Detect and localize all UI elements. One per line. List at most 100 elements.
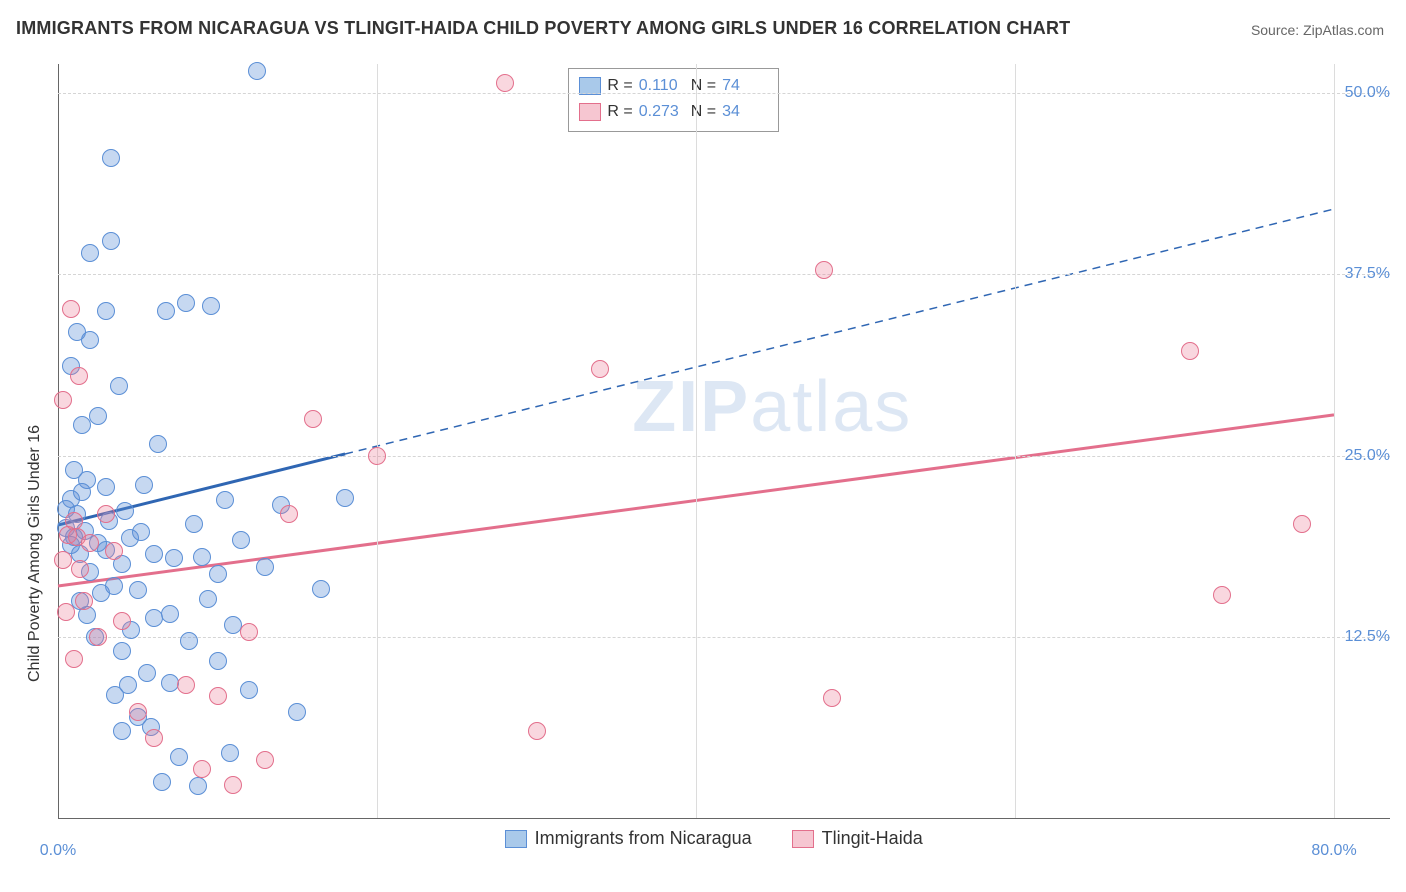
chart-title: IMMIGRANTS FROM NICARAGUA VS TLINGIT-HAI… (16, 18, 1070, 39)
scatter-point (78, 471, 96, 489)
scatter-point (54, 551, 72, 569)
scatter-point (62, 300, 80, 318)
scatter-point (102, 232, 120, 250)
y-tick-label: 50.0% (1345, 84, 1390, 102)
x-gridline (696, 64, 697, 818)
scatter-point (71, 560, 89, 578)
scatter-point (336, 489, 354, 507)
scatter-point (304, 410, 322, 428)
scatter-point (113, 612, 131, 630)
legend-n-label: N = (691, 103, 716, 121)
scatter-point (119, 676, 137, 694)
scatter-point (1293, 515, 1311, 533)
chart-area: Child Poverty Among Girls Under 16 ZIPat… (50, 56, 1390, 856)
scatter-point (177, 676, 195, 694)
scatter-point (135, 476, 153, 494)
scatter-point (221, 744, 239, 762)
scatter-point (1181, 342, 1199, 360)
scatter-point (209, 652, 227, 670)
scatter-point (209, 565, 227, 583)
legend-swatch (792, 830, 814, 848)
scatter-point (312, 580, 330, 598)
legend-r-label: R = (607, 103, 632, 121)
scatter-point (145, 729, 163, 747)
scatter-point (591, 360, 609, 378)
y-axis-line (58, 64, 59, 818)
y-tick-label: 12.5% (1345, 628, 1390, 646)
scatter-point (57, 603, 75, 621)
gridline (58, 274, 1390, 275)
scatter-point (288, 703, 306, 721)
scatter-point (528, 722, 546, 740)
legend-series-label: Tlingit-Haida (822, 828, 923, 849)
x-tick-label: 0.0% (40, 842, 76, 860)
scatter-point (54, 391, 72, 409)
scatter-point (81, 534, 99, 552)
scatter-point (116, 502, 134, 520)
scatter-point (97, 505, 115, 523)
legend-series: Immigrants from Nicaragua Tlingit-Haida (505, 828, 923, 849)
scatter-point (256, 751, 274, 769)
scatter-point (189, 777, 207, 795)
scatter-point (199, 590, 217, 608)
scatter-point (256, 558, 274, 576)
scatter-point (81, 244, 99, 262)
scatter-point (224, 776, 242, 794)
scatter-point (113, 722, 131, 740)
gridline (58, 456, 1390, 457)
scatter-point (129, 581, 147, 599)
scatter-point (232, 531, 250, 549)
gridline (58, 93, 1390, 94)
trend-line-dashed (345, 209, 1334, 454)
scatter-point (823, 689, 841, 707)
scatter-point (193, 760, 211, 778)
scatter-point (132, 523, 150, 541)
scatter-point (113, 642, 131, 660)
scatter-point (149, 435, 167, 453)
scatter-point (368, 447, 386, 465)
y-tick-label: 37.5% (1345, 265, 1390, 283)
watermark: ZIPatlas (632, 366, 912, 448)
scatter-point (70, 367, 88, 385)
scatter-point (102, 149, 120, 167)
scatter-point (105, 542, 123, 560)
scatter-point (815, 261, 833, 279)
scatter-point (75, 592, 93, 610)
scatter-point (97, 478, 115, 496)
scatter-point (1213, 586, 1231, 604)
legend-correlation-row: R = 0.273 N = 34 (579, 99, 768, 125)
source-label: Source: (1251, 22, 1303, 38)
x-gridline (1015, 64, 1016, 818)
scatter-point (185, 515, 203, 533)
scatter-point (105, 577, 123, 595)
scatter-point (496, 74, 514, 92)
x-axis-line (58, 818, 1390, 819)
legend-correlation-box: R =0.110N =74 R = 0.273 N = 34 (568, 68, 779, 132)
x-gridline (1334, 64, 1335, 818)
scatter-point (165, 549, 183, 567)
scatter-point (170, 748, 188, 766)
scatter-point (89, 628, 107, 646)
scatter-point (153, 773, 171, 791)
scatter-point (65, 650, 83, 668)
legend-correlation-row: R =0.110N =74 (579, 73, 768, 99)
scatter-point (216, 491, 234, 509)
legend-n-value: 34 (722, 103, 768, 121)
watermark-zip: ZIP (632, 367, 750, 447)
legend-swatch (579, 103, 601, 121)
scatter-point (177, 294, 195, 312)
legend-swatch (505, 830, 527, 848)
legend-r-value: 0.273 (639, 103, 685, 121)
legend-series-label: Immigrants from Nicaragua (535, 828, 752, 849)
scatter-point (161, 605, 179, 623)
scatter-point (81, 331, 99, 349)
legend-series-item: Tlingit-Haida (792, 828, 923, 849)
source-name: ZipAtlas.com (1303, 22, 1384, 38)
scatter-point (240, 623, 258, 641)
scatter-point (202, 297, 220, 315)
scatter-point (280, 505, 298, 523)
scatter-point (248, 62, 266, 80)
y-tick-label: 25.0% (1345, 447, 1390, 465)
y-axis-label: Child Poverty Among Girls Under 16 (26, 425, 44, 682)
watermark-atlas: atlas (750, 367, 912, 447)
